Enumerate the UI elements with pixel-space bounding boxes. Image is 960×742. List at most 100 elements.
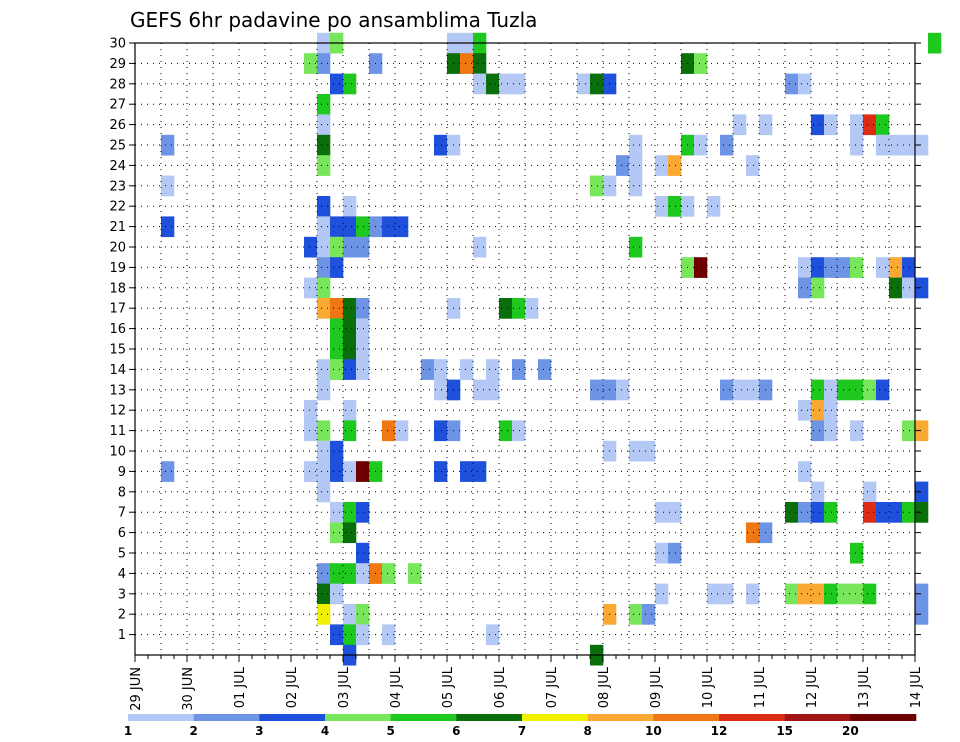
y-tick-label: 1 — [118, 628, 126, 643]
heatmap-cells — [161, 32, 942, 666]
x-tick-label: 14 JUL — [909, 666, 924, 708]
heatmap-cell — [460, 53, 474, 74]
y-tick-label: 19 — [109, 261, 126, 276]
y-tick-label: 17 — [109, 302, 126, 317]
x-tick-label: 01 JUL — [233, 666, 248, 708]
y-tick-label: 9 — [118, 465, 126, 480]
heatmap-cell — [629, 236, 643, 258]
heatmap-cell — [902, 502, 916, 523]
heatmap-cell — [798, 277, 812, 299]
heatmap-cell — [629, 134, 643, 156]
heatmap-cell — [785, 73, 799, 95]
x-tick-label: 12 JUL — [805, 666, 820, 708]
y-tick-label: 5 — [118, 547, 126, 562]
heatmap-cell — [343, 624, 357, 646]
heatmap-cell — [928, 32, 942, 54]
y-tick-label: 11 — [109, 424, 126, 439]
heatmap-cell — [499, 73, 513, 95]
heatmap-cell — [733, 379, 747, 401]
heatmap-cell — [915, 277, 929, 299]
x-tick-label: 06 JUL — [493, 666, 508, 708]
heatmap-cell — [902, 277, 916, 299]
heatmap-cell — [317, 236, 331, 258]
heatmap-cell — [317, 216, 331, 238]
heatmap-cell — [343, 563, 357, 584]
heatmap-cell — [811, 114, 825, 136]
heatmap-cell — [694, 134, 708, 156]
colorbar-swatch — [325, 714, 391, 721]
heatmap-cell — [317, 94, 331, 115]
heatmap-cell — [720, 583, 734, 605]
heatmap-cell — [655, 196, 669, 217]
heatmap-cell — [642, 604, 656, 625]
heatmap-cell — [746, 379, 760, 401]
heatmap-cell — [343, 400, 357, 421]
heatmap-cell — [590, 73, 604, 95]
heatmap-cell — [395, 216, 409, 238]
heatmap-cell — [317, 583, 331, 605]
heatmap-cell — [850, 420, 864, 442]
heatmap-cell — [850, 542, 864, 564]
heatmap-cell — [902, 257, 916, 278]
heatmap-cell — [785, 583, 799, 605]
heatmap-cell — [486, 359, 500, 380]
x-tick-label: 30 JUN — [181, 667, 196, 711]
heatmap-cell — [798, 73, 812, 95]
colorbar-label: 3 — [255, 724, 263, 738]
heatmap-cell — [668, 196, 682, 217]
heatmap-cell — [824, 257, 838, 278]
x-tick-label: 08 JUL — [597, 666, 612, 708]
heatmap-cell — [161, 461, 175, 482]
x-tick-label: 10 JUL — [701, 666, 716, 708]
y-tick-label: 26 — [109, 118, 126, 133]
y-tick-label: 15 — [109, 343, 126, 358]
heatmap-cell — [863, 481, 877, 503]
colorbar-label: 8 — [583, 724, 591, 738]
heatmap-cell — [382, 420, 396, 442]
y-tick-label: 18 — [109, 281, 126, 296]
x-tick-label: 29 JUN — [129, 667, 144, 711]
y-tick-label: 23 — [109, 179, 126, 194]
heatmap-cell — [694, 53, 708, 74]
colorbar-swatch — [719, 714, 785, 721]
y-tick-label: 10 — [109, 445, 126, 460]
heatmap-cell — [824, 114, 838, 136]
heatmap-cell — [850, 134, 864, 156]
heatmap-cell — [343, 338, 357, 360]
x-tick-label: 07 JUL — [545, 666, 560, 708]
heatmap-cell — [707, 196, 721, 217]
heatmap-cell — [304, 400, 318, 421]
heatmap-cell — [317, 379, 331, 401]
heatmap-cell — [304, 461, 318, 482]
heatmap-cell — [876, 114, 890, 136]
heatmap-cell — [473, 461, 487, 482]
heatmap-cell — [330, 502, 344, 523]
colorbar: 1 2 3 4 5 6 7 8 10 12 15 20 — [124, 714, 917, 738]
colorbar-swatch — [784, 714, 851, 721]
heatmap-cell — [486, 73, 500, 95]
heatmap-cell — [889, 277, 903, 299]
x-tick-label: 02 JUL — [285, 666, 300, 708]
heatmap-cell — [343, 359, 357, 380]
heatmap-cell — [304, 236, 318, 258]
heatmap-cell — [343, 73, 357, 95]
heatmap-cell — [356, 604, 370, 625]
heatmap-cell — [863, 379, 877, 401]
colorbar-swatch — [653, 714, 720, 721]
heatmap-cell — [343, 216, 357, 238]
heatmap-cell — [460, 359, 474, 380]
heatmap-cell — [161, 175, 175, 197]
heatmap-cell — [668, 542, 682, 564]
y-tick-label: 24 — [109, 159, 126, 174]
heatmap-cell — [317, 420, 331, 442]
heatmap-cell — [330, 236, 344, 258]
heatmap-cell — [746, 522, 760, 544]
heatmap-cell — [473, 379, 487, 401]
y-tick-label: 30 — [109, 37, 126, 52]
heatmap-cell — [798, 461, 812, 482]
heatmap-cell — [850, 379, 864, 401]
heatmap-cell — [876, 257, 890, 278]
heatmap-cell — [668, 155, 682, 176]
heatmap-cell — [915, 502, 929, 523]
heatmap-cell — [863, 583, 877, 605]
